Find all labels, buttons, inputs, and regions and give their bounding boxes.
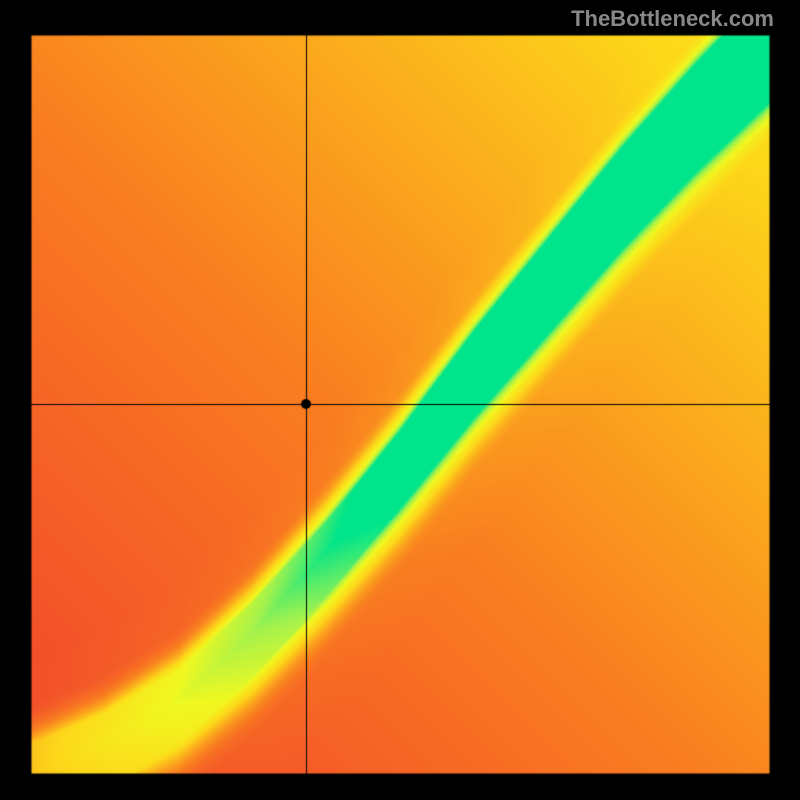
- chart-container: TheBottleneck.com: [0, 0, 800, 800]
- bottleneck-heatmap: [0, 0, 800, 800]
- watermark-text: TheBottleneck.com: [571, 6, 774, 32]
